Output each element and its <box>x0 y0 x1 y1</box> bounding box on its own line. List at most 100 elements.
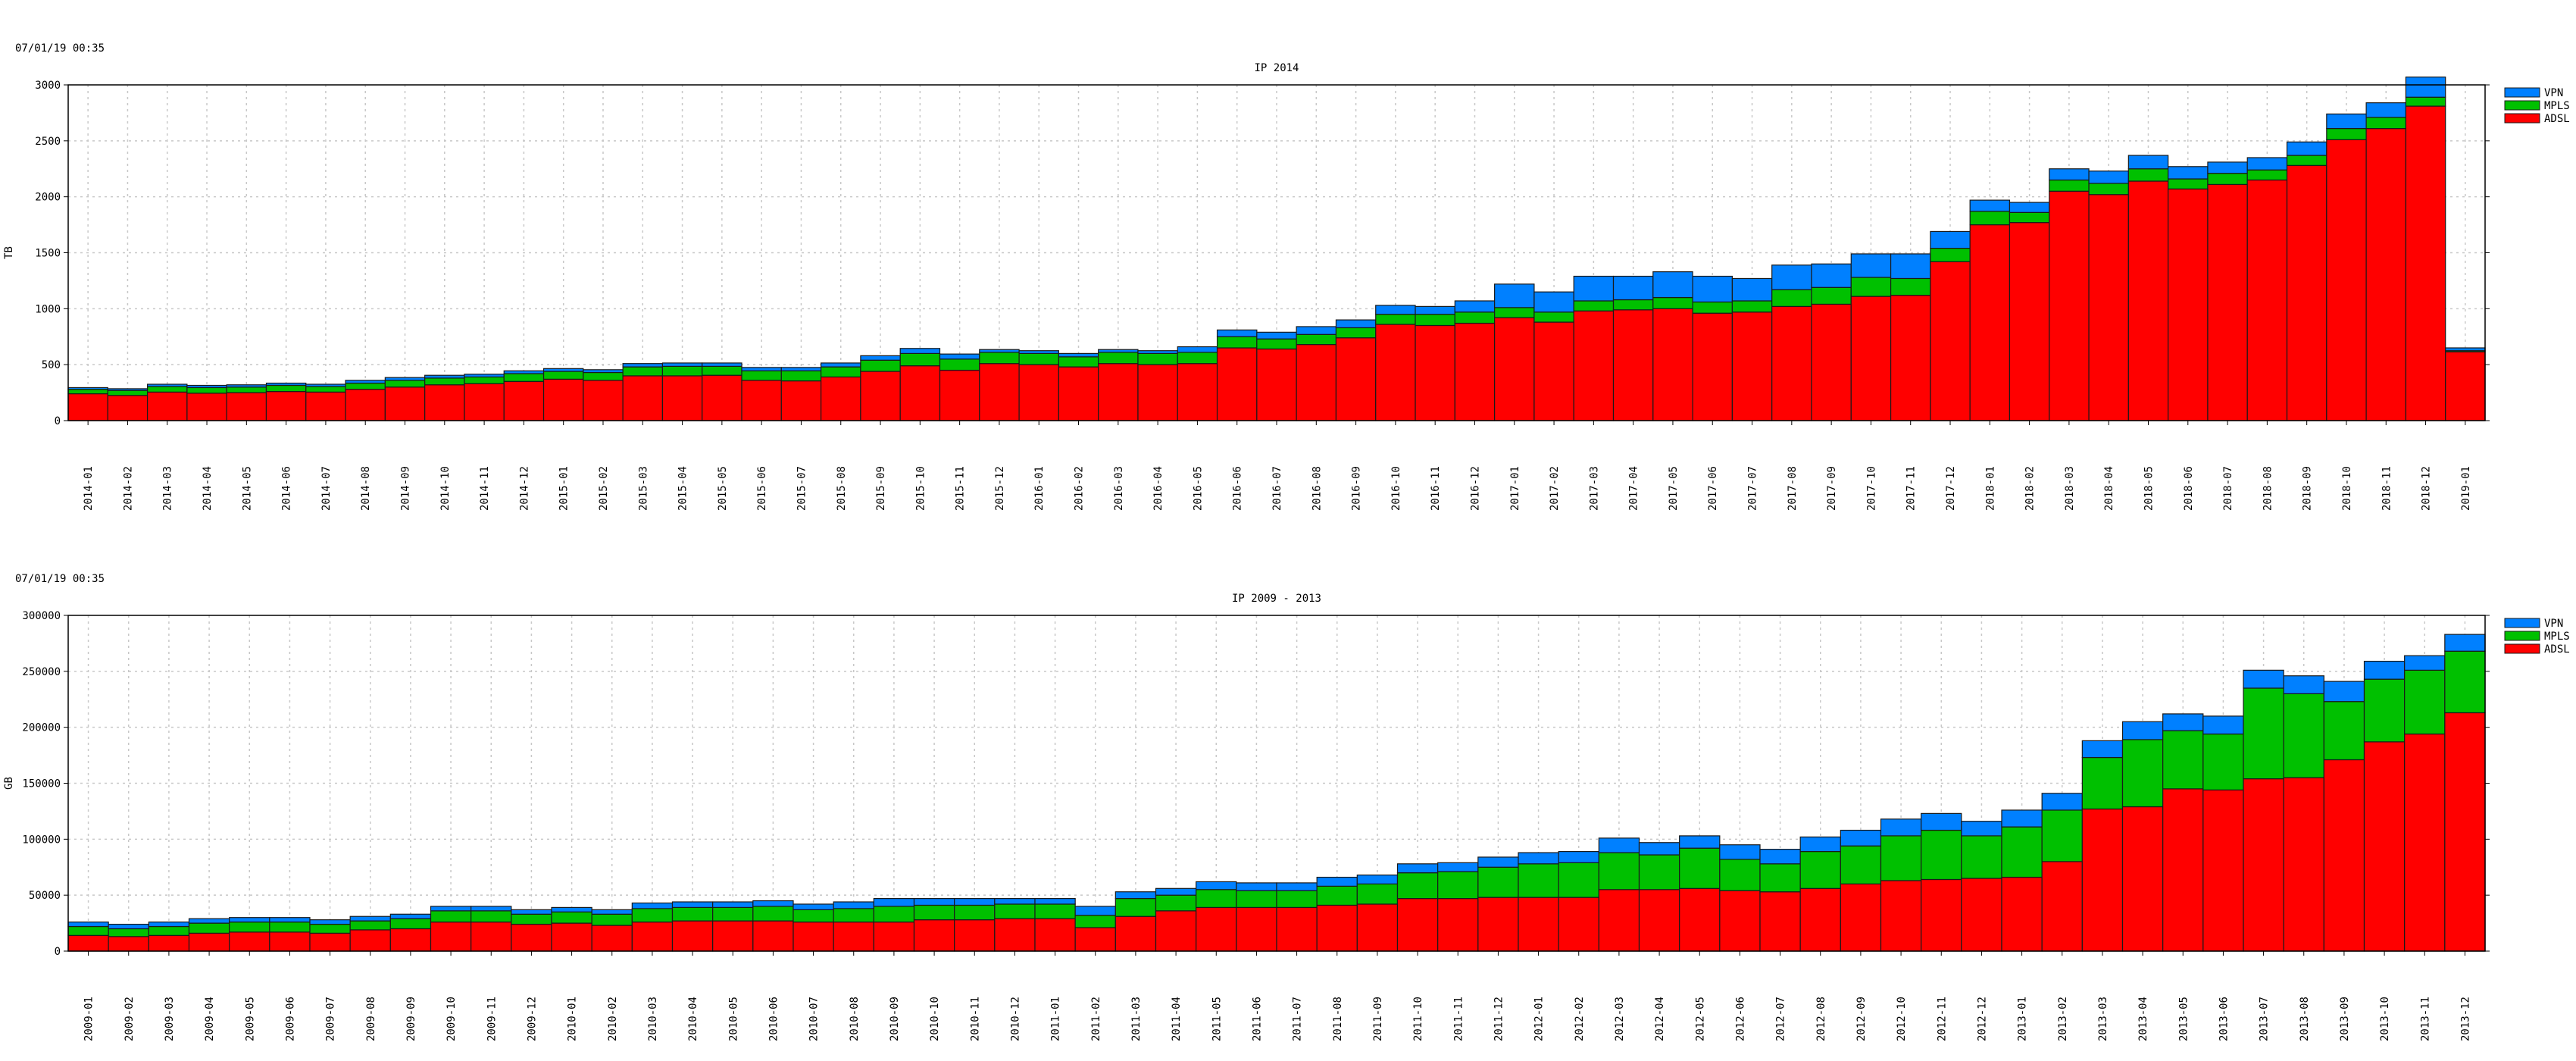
x-tick-label: 2011-08 <box>1332 997 1344 1041</box>
bar-vpn-2018-01 <box>1969 199 2011 212</box>
bar-vpn-2012-08 <box>1799 836 1841 853</box>
bar-adsl-2009-09 <box>389 928 432 952</box>
bar-vpn-2018-05 <box>2127 155 2169 170</box>
x-tick-label: 2018-08 <box>2262 466 2274 511</box>
bar-vpn-2014-09 <box>384 377 426 381</box>
bar-vpn-2009-11 <box>470 906 512 912</box>
x-tick-label: 2011-09 <box>1372 997 1384 1041</box>
x-tick-label: 2016-05 <box>1192 466 1204 511</box>
bar-mpls-2014-03 <box>146 386 188 393</box>
x-tick-label: 2015-06 <box>756 466 768 511</box>
bar-mpls-2009-10 <box>430 910 472 923</box>
chart-panel-ip-2009-2013: 07/01/19 00:35 0 50000 100000 150000 200000 2… <box>0 530 2576 1061</box>
bar-adsl-2011-12 <box>1477 897 1519 952</box>
bar-adsl-2009-02 <box>108 936 149 952</box>
bar-adsl-2009-08 <box>349 929 391 952</box>
bar-vpn-2011-10 <box>1396 863 1439 874</box>
bar-mpls-2011-09 <box>1356 883 1399 905</box>
bar-mpls-2012-05 <box>1679 847 1721 889</box>
bar-mpls-2014-09 <box>384 380 426 388</box>
bar-mpls-2016-05 <box>1177 352 1218 365</box>
bar-adsl-2016-12 <box>1454 322 1496 421</box>
bar-adsl-2009-10 <box>430 922 472 952</box>
bar-adsl-2011-06 <box>1236 906 1277 952</box>
bar-vpn-2018-08 <box>2246 157 2288 171</box>
bar-mpls-2015-12 <box>979 352 1020 365</box>
x-tick-label: 2012-07 <box>1775 997 1787 1041</box>
y-tick-label: 200000 <box>22 722 61 734</box>
x-tick-label: 2015-04 <box>677 466 689 511</box>
x-tick-label: 2012-05 <box>1694 997 1706 1041</box>
bar-vpn-2010-08 <box>833 901 874 909</box>
bar-mpls-2010-12 <box>994 903 1036 919</box>
bar-mpls-2011-08 <box>1316 885 1358 906</box>
bar-adsl-2015-01 <box>542 378 584 421</box>
bar-mpls-2012-06 <box>1719 859 1761 891</box>
x-tick-label: 2018-06 <box>2183 466 2195 511</box>
bar-adsl-2018-06 <box>2168 188 2209 421</box>
bar-vpn-2009-08 <box>349 915 391 922</box>
bar-adsl-2014-10 <box>424 384 465 421</box>
bar-vpn-2016-04 <box>1137 350 1178 355</box>
bar-mpls-2014-11 <box>464 376 505 384</box>
bar-mpls-2010-06 <box>752 906 794 922</box>
bar-mpls-2013-10 <box>2363 678 2406 743</box>
bar-vpn-2016-02 <box>1058 352 1099 358</box>
bar-mpls-2011-12 <box>1477 866 1519 898</box>
bar-mpls-2016-03 <box>1098 352 1139 365</box>
bar-adsl-2013-07 <box>2243 778 2284 952</box>
bar-vpn-2016-09 <box>1335 319 1377 329</box>
bar-adsl-2015-04 <box>661 375 703 421</box>
bar-adsl-2015-03 <box>622 375 664 421</box>
bar-adsl-2018-07 <box>2207 183 2248 421</box>
x-tick-label: 2009-07 <box>325 997 337 1041</box>
bar-mpls-2016-08 <box>1296 333 1337 346</box>
x-tick-label: 2012-08 <box>1815 997 1827 1041</box>
bar-vpn-2015-04 <box>661 362 703 367</box>
bar-vpn-2016-12 <box>1454 300 1496 313</box>
bar-adsl-2015-08 <box>821 376 861 421</box>
bar-vpn-2012-09 <box>1840 829 1882 847</box>
bar-mpls-2017-03 <box>1573 300 1615 311</box>
x-tick-label: 2016-08 <box>1311 466 1323 511</box>
bar-adsl-2012-05 <box>1679 887 1721 952</box>
bar-vpn-2009-07 <box>309 919 351 925</box>
bar-mpls-2017-11 <box>1890 277 1931 296</box>
x-tick-label: 2015-09 <box>875 466 887 511</box>
x-tick-label: 2013-10 <box>2379 997 2391 1041</box>
bar-adsl-2009-01 <box>67 934 109 952</box>
bar-mpls-2016-01 <box>1018 352 1059 365</box>
bar-mpls-2011-06 <box>1236 890 1277 909</box>
x-tick-label: 2012-10 <box>1896 997 1908 1041</box>
bar-adsl-2015-10 <box>899 365 941 421</box>
bar-mpls-2017-08 <box>1771 289 1812 307</box>
bar-mpls-2009-05 <box>229 922 270 933</box>
bar-vpn-2009-05 <box>229 917 270 923</box>
y-tick-label: 150000 <box>22 778 61 790</box>
bar-adsl-2014-11 <box>464 383 505 421</box>
bar-vpn-2017-01 <box>1494 283 1535 308</box>
x-tick-label: 2014-06 <box>281 466 293 511</box>
legend-label-mpls: MPLS <box>2544 631 2570 643</box>
x-tick-label: 2013-04 <box>2137 997 2149 1041</box>
x-tick-label: 2009-10 <box>445 997 458 1041</box>
x-tick-label: 2013-12 <box>2459 997 2471 1041</box>
bar-mpls-2015-03 <box>622 366 664 377</box>
bar-mpls-2018-09 <box>2286 155 2327 166</box>
x-tick-label: 2018-01 <box>1984 466 1996 511</box>
bar-adsl-2017-01 <box>1494 317 1535 421</box>
bar-mpls-2009-07 <box>309 923 351 934</box>
bar-vpn-2010-12 <box>994 897 1036 905</box>
bar-adsl-2018-12 <box>2405 105 2446 421</box>
bar-adsl-2012-06 <box>1719 890 1761 952</box>
x-tick-label: 2011-12 <box>1493 997 1505 1041</box>
bar-mpls-2018-07 <box>2207 173 2248 186</box>
x-tick-label: 2017-05 <box>1668 466 1680 511</box>
bar-mpls-2012-03 <box>1598 852 1640 890</box>
y-axis-label: TB <box>3 246 15 259</box>
x-tick-label: 2009-05 <box>244 997 256 1041</box>
bar-mpls-2009-12 <box>511 913 552 925</box>
bar-vpn-2013-08 <box>2283 675 2324 694</box>
x-tick-label: 2016-06 <box>1232 466 1244 511</box>
bar-vpn-2015-01 <box>542 368 584 372</box>
